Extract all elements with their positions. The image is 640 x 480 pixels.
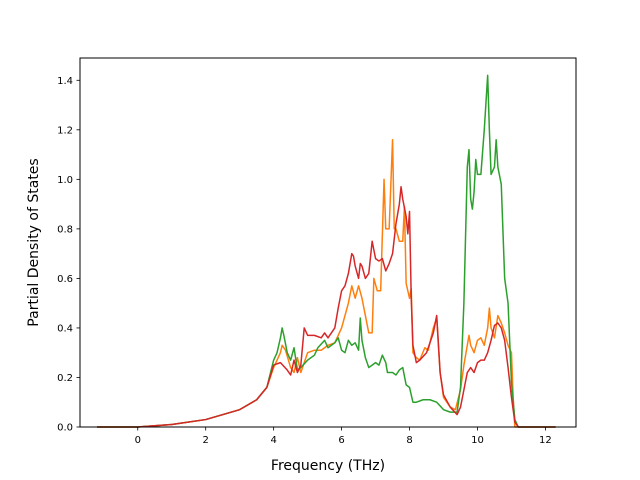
series-line-3 — [96, 186, 556, 428]
y-axis: 0.0 0.2 0.4 0.6 0.8 1.0 1.2 1.4 — [57, 76, 80, 434]
x-tick-label: 0 — [135, 435, 141, 446]
y-tick-label: 0.2 — [57, 373, 73, 384]
x-tick-label: 2 — [203, 435, 209, 446]
y-axis-label: Partial Density of States — [26, 158, 42, 326]
x-tick-label: 6 — [338, 435, 344, 446]
y-tick-label: 0.4 — [57, 323, 73, 334]
series-line-1 — [96, 138, 556, 428]
y-tick-label: 1.2 — [57, 125, 73, 136]
plot-frame — [79, 57, 577, 428]
y-tick-label: 0.8 — [57, 224, 73, 235]
x-tick-label: 10 — [471, 435, 484, 446]
y-tick-label: 1.4 — [57, 76, 73, 87]
y-tick-label: 0.0 — [57, 423, 73, 434]
x-tick-label: 4 — [270, 435, 276, 446]
x-axis: 0 2 4 6 8 10 12 — [135, 427, 552, 446]
series-line-2 — [96, 74, 556, 428]
x-tick-label: 12 — [539, 435, 552, 446]
series-layer — [96, 74, 556, 428]
x-tick-label: 8 — [406, 435, 412, 446]
x-axis-label: Frequency (THz) — [271, 458, 385, 474]
y-tick-label: 1.0 — [57, 175, 73, 186]
y-tick-label: 0.6 — [57, 274, 73, 285]
